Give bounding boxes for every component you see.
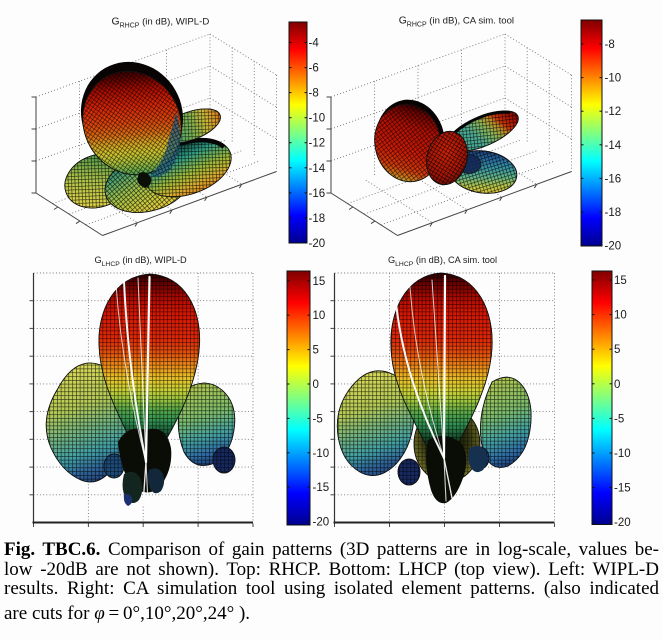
svg-text:5: 5 bbox=[313, 345, 319, 357]
svg-text:-20: -20 bbox=[309, 238, 326, 250]
svg-text:-4: -4 bbox=[309, 38, 320, 50]
svg-text:GRHCP (in dB), CA sim. tool: GRHCP (in dB), CA sim. tool bbox=[399, 16, 514, 29]
svg-text:-15: -15 bbox=[614, 483, 631, 495]
svg-text:15: 15 bbox=[614, 275, 627, 287]
svg-text:-20: -20 bbox=[614, 517, 631, 529]
svg-text:-14: -14 bbox=[309, 163, 326, 175]
svg-text:-16: -16 bbox=[605, 173, 622, 185]
svg-text:-12: -12 bbox=[605, 106, 622, 118]
svg-text:-6: -6 bbox=[309, 63, 319, 75]
svg-text:-10: -10 bbox=[309, 113, 326, 125]
svg-text:-8: -8 bbox=[605, 39, 615, 51]
svg-text:-16: -16 bbox=[309, 188, 326, 200]
svg-text:-15: -15 bbox=[313, 482, 330, 494]
svg-text:0: 0 bbox=[313, 379, 319, 391]
svg-text:-20: -20 bbox=[313, 517, 330, 529]
svg-text:-8: -8 bbox=[309, 88, 319, 100]
svg-text:-18: -18 bbox=[309, 213, 326, 225]
svg-text:-20: -20 bbox=[605, 241, 622, 253]
svg-text:-5: -5 bbox=[313, 413, 323, 425]
svg-text:-12: -12 bbox=[309, 138, 326, 150]
svg-text:15: 15 bbox=[313, 276, 326, 288]
svg-text:5: 5 bbox=[614, 344, 620, 356]
svg-text:-14: -14 bbox=[605, 140, 622, 152]
svg-text:-18: -18 bbox=[605, 207, 622, 219]
svg-text:GLHCP (in dB), CA sim. tool: GLHCP (in dB), CA sim. tool bbox=[388, 255, 497, 268]
svg-text:-5: -5 bbox=[614, 413, 624, 425]
svg-text:10: 10 bbox=[614, 310, 627, 322]
svg-text:10: 10 bbox=[313, 310, 326, 322]
svg-text:0: 0 bbox=[614, 379, 620, 391]
svg-text:-10: -10 bbox=[605, 73, 622, 85]
svg-text:-10: -10 bbox=[313, 448, 330, 460]
svg-text:-10: -10 bbox=[614, 448, 631, 460]
